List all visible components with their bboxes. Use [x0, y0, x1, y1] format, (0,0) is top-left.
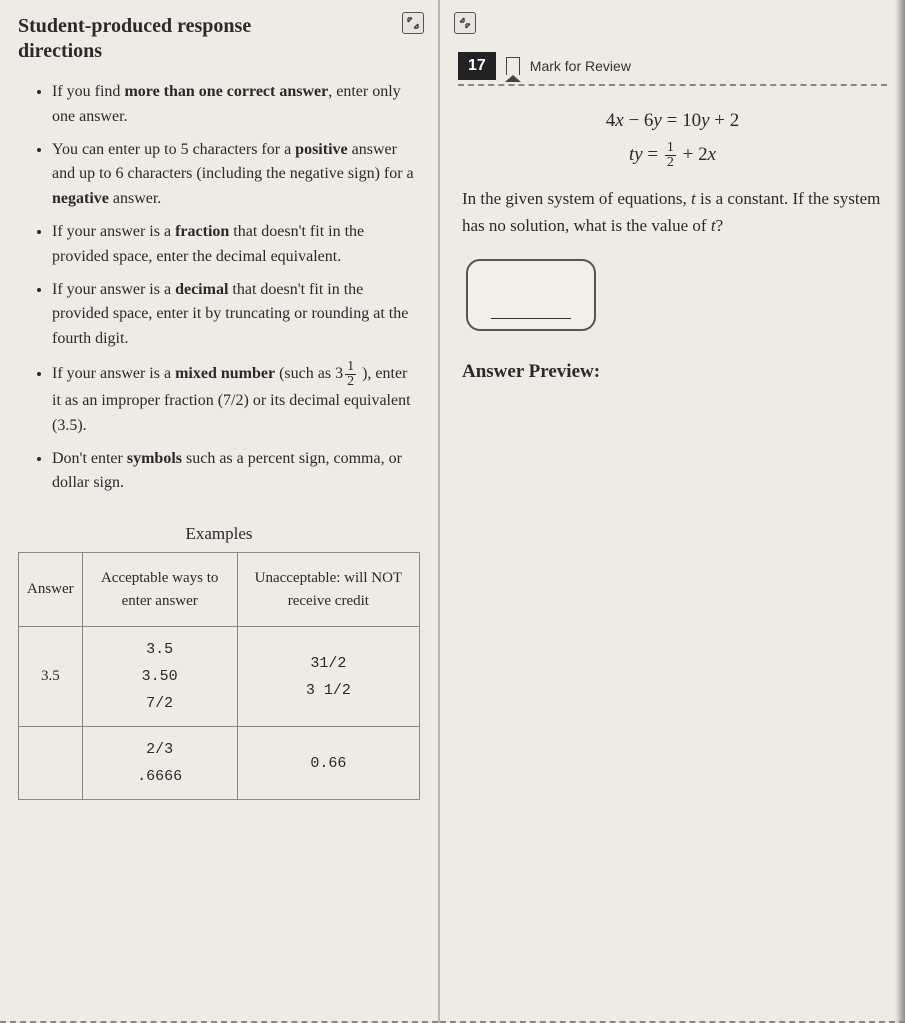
- equation-1: 4x − 6y = 10y + 2: [458, 104, 887, 138]
- equation-2: ty = 12 + 2x: [458, 138, 887, 172]
- expand-icon[interactable]: [402, 12, 424, 34]
- question-header: 17 Mark for Review: [458, 52, 887, 86]
- direction-item: Don't enter symbols such as a percent si…: [52, 447, 420, 497]
- directions-panel: Student-produced response directions If …: [0, 0, 440, 1023]
- question-panel: 17 Mark for Review 4x − 6y = 10y + 2 ty …: [440, 0, 905, 1023]
- examples-body: 3.53.53.507/231/23 1/22/3.66660.66: [19, 627, 420, 800]
- examples-heading: Examples: [18, 524, 420, 544]
- direction-item: If your answer is a fraction that doesn'…: [52, 220, 420, 270]
- collapse-icon[interactable]: [454, 12, 476, 34]
- direction-item: If your answer is a mixed number (such a…: [52, 360, 420, 439]
- col-unacceptable: Unacceptable: will NOT receive credit: [237, 553, 419, 627]
- col-answer: Answer: [19, 553, 83, 627]
- examples-table: Answer Acceptable ways to enter answer U…: [18, 552, 420, 800]
- answer-preview-label: Answer Preview:: [458, 361, 887, 383]
- equation-block: 4x − 6y = 10y + 2 ty = 12 + 2x: [458, 104, 887, 172]
- answer-input[interactable]: [466, 259, 596, 331]
- mark-for-review-label[interactable]: Mark for Review: [530, 58, 631, 74]
- directions-list: If you find more than one correct answer…: [18, 80, 420, 496]
- col-acceptable: Acceptable ways to enter answer: [82, 553, 237, 627]
- direction-item: If your answer is a decimal that doesn't…: [52, 278, 420, 352]
- direction-item: You can enter up to 5 characters for a p…: [52, 138, 420, 212]
- directions-title: Student-produced response directions: [18, 14, 338, 64]
- direction-item: If you find more than one correct answer…: [52, 80, 420, 130]
- question-prompt: In the given system of equations, t is a…: [458, 186, 887, 239]
- bookmark-icon[interactable]: [506, 57, 520, 75]
- table-row: 2/3.66660.66: [19, 727, 420, 800]
- question-number: 17: [458, 52, 496, 80]
- table-row: 3.53.53.507/231/23 1/2: [19, 627, 420, 727]
